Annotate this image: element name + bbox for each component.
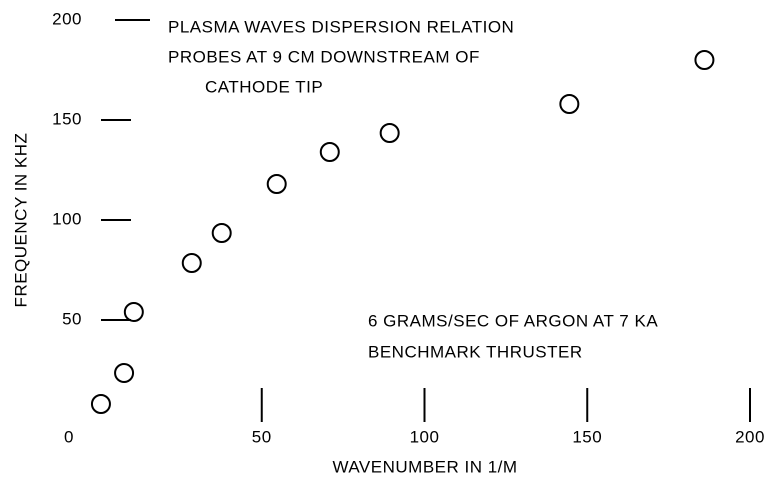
y-tick-label: 50 bbox=[62, 309, 82, 328]
x-tick-label: 200 bbox=[735, 427, 765, 446]
data-point bbox=[123, 302, 144, 322]
y-axis-label: FREQUENCY IN KHZ bbox=[11, 133, 30, 308]
annotation-line: BENCHMARK THRUSTER bbox=[368, 342, 583, 361]
data-point bbox=[211, 223, 232, 243]
title-line: PROBES AT 9 CM DOWNSTREAM OF bbox=[168, 47, 480, 66]
data-point bbox=[90, 394, 111, 414]
data-point bbox=[181, 253, 202, 273]
y-tick-label: 100 bbox=[52, 209, 82, 228]
data-point bbox=[379, 123, 400, 143]
x-tick-label: 150 bbox=[572, 427, 602, 446]
data-point bbox=[694, 50, 715, 70]
title-line: CATHODE TIP bbox=[205, 77, 323, 96]
x-tick-label: 0 bbox=[64, 427, 74, 446]
y-tick-label: 150 bbox=[52, 109, 82, 128]
data-point bbox=[559, 94, 580, 114]
x-tick-label: 100 bbox=[410, 427, 440, 446]
x-tick-label: 50 bbox=[252, 427, 272, 446]
data-point bbox=[266, 174, 287, 194]
data-point bbox=[319, 142, 340, 162]
x-axis-label: WAVENUMBER IN 1/M bbox=[332, 457, 517, 476]
title-line: PLASMA WAVES DISPERSION RELATION bbox=[168, 17, 514, 36]
y-tick-label: 200 bbox=[52, 9, 82, 28]
data-point bbox=[114, 363, 135, 383]
annotation-line: 6 GRAMS/SEC OF ARGON AT 7 KA bbox=[368, 311, 658, 330]
